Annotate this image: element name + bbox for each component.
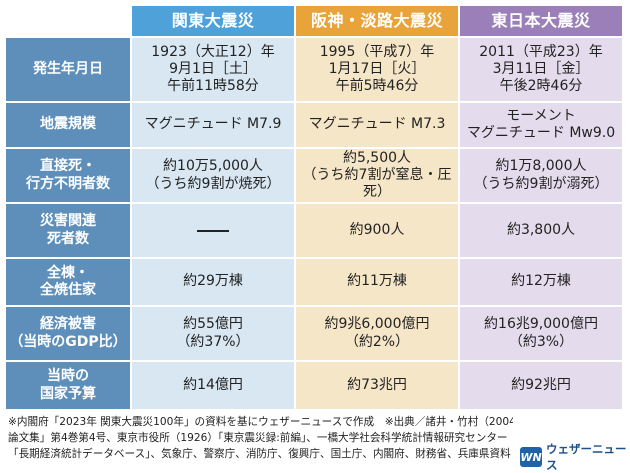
cell-magnitude-hanshin: マグニチュード M7.3 bbox=[296, 103, 460, 149]
cell-national-budget-higashi: 約92兆円 bbox=[460, 362, 624, 411]
weathernews-brand: WN ウェザーニュース bbox=[520, 441, 630, 473]
row-header-houses: 全棟・ 全焼住家 bbox=[6, 259, 132, 307]
row-header-related-deaths: 災害関連 死者数 bbox=[6, 204, 132, 259]
cell-direct-deaths-kanto: 約10万5,000人 （うち約9割が焼死） bbox=[132, 149, 296, 204]
column-header-hanshin: 阪神・淡路大震災 bbox=[296, 6, 460, 38]
cell-direct-deaths-hanshin: 約5,500人 （うち約7割が窒息・圧死） bbox=[296, 149, 460, 204]
source-note-line: 論文集」第4巻第4号、東京市役所（1926）「東京震災録:前編」、一橋大学社会科… bbox=[8, 431, 508, 444]
row-header-economic-damage: 経済被害 （当時のGDP比） bbox=[6, 307, 132, 362]
row-header-date: 発生年月日 bbox=[6, 38, 132, 103]
cell-economic-damage-kanto: 約55億円 （約37%） bbox=[132, 307, 296, 362]
cell-date-kanto: 1923（大正12）年 9月1日［土］ 午前11時58分 bbox=[132, 38, 296, 103]
cell-national-budget-hanshin: 約73兆円 bbox=[296, 362, 460, 411]
cell-date-higashi: 2011（平成23）年 3月11日［金］ 午後2時46分 bbox=[460, 38, 624, 103]
cell-houses-higashi: 約12万棟 bbox=[460, 259, 624, 307]
cell-economic-damage-higashi: 約16兆9,000億円 （約3%） bbox=[460, 307, 624, 362]
row-header-direct-deaths: 直接死・ 行方不明者数 bbox=[6, 149, 132, 204]
column-header-higashi: 東日本大震災 bbox=[460, 6, 624, 38]
cell-related-deaths-kanto bbox=[132, 204, 296, 259]
not-applicable-dash bbox=[197, 229, 229, 232]
cell-economic-damage-hanshin: 約9兆6,000億円 （約2%） bbox=[296, 307, 460, 362]
cell-date-hanshin: 1995（平成7）年 1月17日［火］ 午前5時46分 bbox=[296, 38, 460, 103]
cell-houses-kanto: 約29万棟 bbox=[132, 259, 296, 307]
cell-magnitude-kanto: マグニチュード M7.9 bbox=[132, 103, 296, 149]
comparison-table: 関東大震災 阪神・淡路大震災 東日本大震災 発生年月日 1923（大正12）年 … bbox=[6, 6, 624, 411]
source-notes: ※内閣府「2023年 関東大震災100年」の資料を基にウェザーニュースで作成 ※… bbox=[8, 415, 513, 463]
cell-direct-deaths-higashi: 約1万8,000人 （うち約9割が溺死） bbox=[460, 149, 624, 204]
weathernews-logo-icon: WN bbox=[520, 447, 543, 467]
cell-related-deaths-hanshin: 約900人 bbox=[296, 204, 460, 259]
row-header-magnitude: 地震規模 bbox=[6, 103, 132, 149]
source-note-line: ※内閣府「2023年 関東大震災100年」の資料を基にウェザーニュースで作成 ※… bbox=[8, 416, 513, 428]
cell-magnitude-higashi: モーメント マグニチュード Mw9.0 bbox=[460, 103, 624, 149]
source-note-line: 「長期経済統計データベース」、気象庁、警察庁、消防庁、復興庁、国土庁、内閣府、財… bbox=[8, 447, 511, 460]
cell-related-deaths-higashi: 約3,800人 bbox=[460, 204, 624, 259]
corner-cell bbox=[6, 6, 132, 38]
cell-houses-hanshin: 約11万棟 bbox=[296, 259, 460, 307]
brand-name: ウェザーニュース bbox=[546, 442, 627, 472]
row-header-national-budget: 当時の 国家予算 bbox=[6, 362, 132, 411]
column-header-kanto: 関東大震災 bbox=[132, 6, 296, 38]
cell-national-budget-kanto: 約14億円 bbox=[132, 362, 296, 411]
